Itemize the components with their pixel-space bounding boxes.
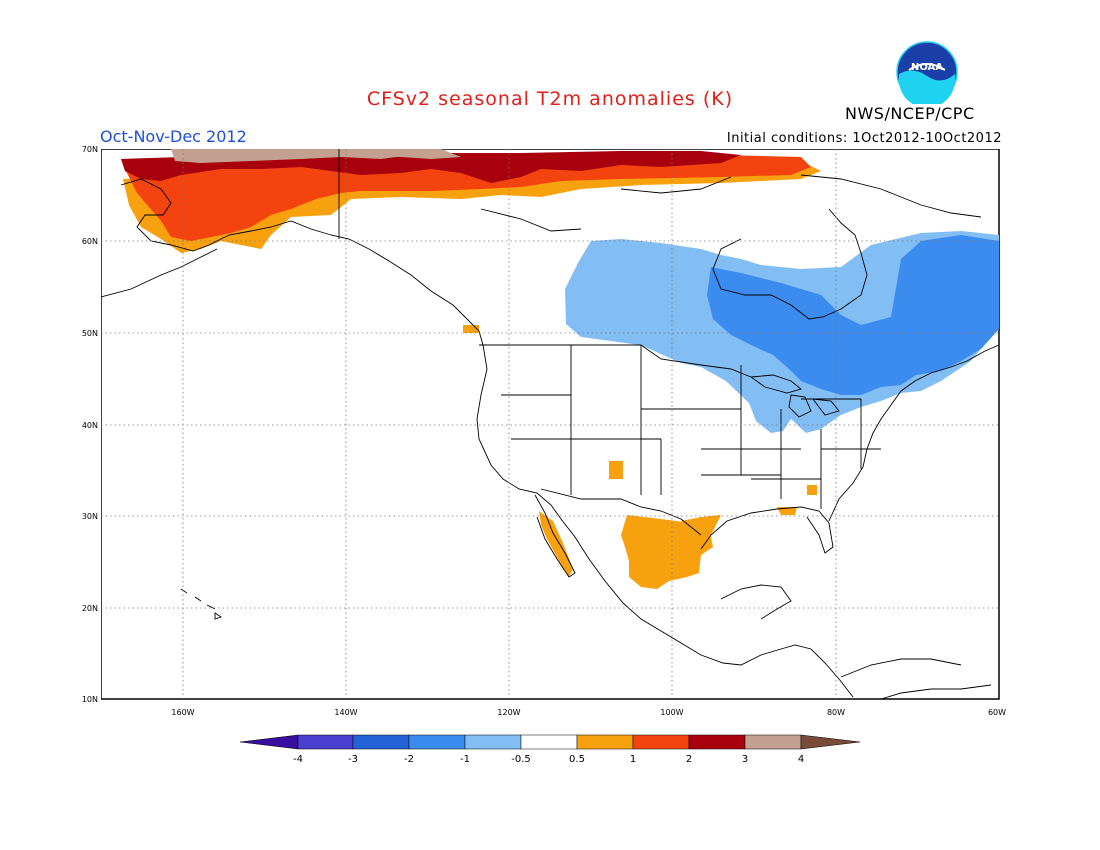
- colorbar-tick-label: 4: [798, 754, 804, 765]
- lat-label-50n: 50N: [82, 329, 98, 338]
- lon-label-160w: 160W: [171, 708, 194, 717]
- colorbar-tick-label: 0.5: [569, 754, 585, 765]
- colorbar-bin: [464, 734, 522, 750]
- colorbar-above-max: [800, 734, 861, 750]
- anomaly-shading: [121, 149, 999, 589]
- colorbar-bin: [632, 734, 690, 750]
- lon-label-80w: 80W: [827, 708, 845, 717]
- lon-label-120w: 120W: [497, 708, 520, 717]
- warm-region-canada-pink: [341, 149, 461, 159]
- lat-label-10n: 10N: [82, 695, 98, 704]
- lat-label-40n: 40N: [82, 421, 98, 430]
- warm-region-florida: [807, 485, 817, 495]
- lon-label-100w: 100W: [660, 708, 683, 717]
- lon-label-60w: 60W: [988, 708, 1006, 717]
- noaa-logo-text: NOAA: [911, 62, 943, 73]
- lat-label-30n: 30N: [82, 512, 98, 521]
- lat-label-20n: 20N: [82, 604, 98, 613]
- season-label: Oct-Nov-Dec 2012: [100, 127, 247, 146]
- organization-label: NWS/NCEP/CPC: [845, 104, 975, 123]
- colorbar-bin: [688, 734, 746, 750]
- warm-region-alaska-red: [125, 155, 811, 241]
- colorbar-tick-label: -1: [460, 754, 470, 765]
- colorbar-bin: [352, 734, 410, 750]
- lat-label-70n: 70N: [82, 145, 98, 154]
- colorbar-bin: [297, 734, 354, 750]
- colorbar-tick-label: -4: [293, 754, 303, 765]
- colorbar-bin: [576, 734, 634, 750]
- lon-label-140w: 140W: [334, 708, 357, 717]
- coastlines: [101, 149, 1000, 700]
- latitude-label-column: 70N 60N 50N 40N 30N 20N 10N: [82, 145, 98, 704]
- temperature-anomaly-map: 70N 60N 50N 40N 30N 20N 10N: [101, 149, 1000, 700]
- lat-label-60n: 60N: [82, 237, 98, 246]
- initial-conditions-label: Initial conditions: 1Oct2012-10Oct2012: [726, 131, 1002, 146]
- warm-region-nm: [609, 461, 623, 479]
- colorbar-bin: [744, 734, 802, 750]
- colorbar-tick-label: -3: [348, 754, 358, 765]
- colorbar: -4 -3 -2 -1 -0.5 0.5 1 2 3 4: [240, 734, 861, 765]
- colorbar-tick-label: 3: [742, 754, 748, 765]
- colorbar-below-min: [240, 734, 299, 750]
- longitude-label-row: 160W 140W 120W 100W 80W 60W: [171, 708, 1006, 717]
- colorbar-tick-label: -0.5: [511, 754, 531, 765]
- graticule: [101, 149, 999, 699]
- colorbar-tick-label: 1: [630, 754, 636, 765]
- colorbar-tick-label: -2: [404, 754, 414, 765]
- colorbar-bin: [408, 734, 466, 750]
- chart-title: CFSv2 seasonal T2m anomalies (K): [366, 88, 734, 110]
- warm-region-baja: [539, 511, 573, 577]
- cool-region-medium: [707, 235, 999, 395]
- warm-region-texas: [681, 515, 721, 545]
- noaa-logo: NOAA: [896, 41, 958, 104]
- colorbar-bin: [520, 734, 578, 750]
- colorbar-tick-label: 2: [686, 754, 692, 765]
